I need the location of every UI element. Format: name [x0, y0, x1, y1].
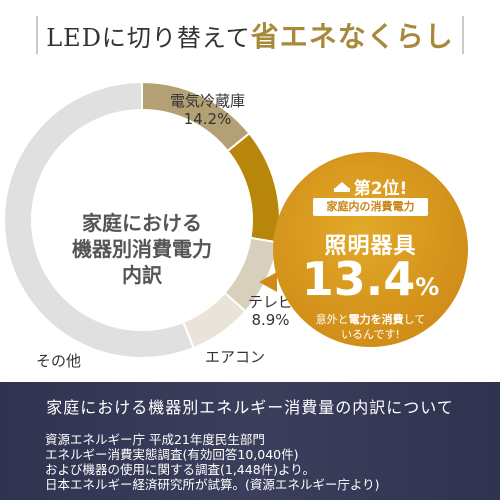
callout-value: 13.4%: [273, 253, 468, 313]
source-line-2: エネルギー消費実態調査(有効回答10,040件): [45, 447, 299, 462]
label-tv-value: 8.9%: [251, 311, 290, 329]
note-em: 電力を消費: [348, 313, 404, 326]
callout-value-number: 13.4: [301, 252, 416, 306]
crown-icon: [333, 182, 350, 192]
pie-chart: 家庭における 機器別消費電力 内訳 電気冷蔵庫 14.2% テレビ 8.9% エ…: [0, 70, 500, 380]
page-title: LEDに切り替えて省エネなくらし: [46, 15, 454, 55]
right-divider: [461, 16, 464, 54]
label-refrigerator-value: 14.2%: [183, 110, 232, 128]
title-emphasis: 省エネなくらし: [250, 20, 454, 53]
label-tv: テレビ 8.9%: [248, 293, 293, 329]
left-divider: [36, 16, 39, 54]
label-refrigerator-name: 電気冷蔵庫: [170, 92, 246, 110]
rank-heading: 第2位!: [273, 174, 468, 199]
source-line-1: 資源エネルギー庁 平成21年度民生部門: [45, 432, 265, 447]
note-pre: 意外と: [315, 313, 349, 326]
source-line-4: 日本エネルギー経済研究所が試算。(資源エネルギー庁より): [45, 477, 380, 492]
callout-note: 意外と電力を消費して いるんです!: [273, 312, 468, 342]
source-notes: 資源エネルギー庁 平成21年度民生部門 エネルギー消費実態調査(有効回答10,0…: [45, 432, 380, 492]
title-plain: LEDに切り替えて: [46, 24, 251, 52]
callout-note-line-1: 意外と電力を消費して: [273, 312, 468, 327]
source-line-3: および機器の使用に関する調査(1,448件)より。: [45, 462, 316, 477]
donut-slice-5: [3, 80, 195, 359]
donut-center-label: 家庭における 機器別消費電力 内訳: [62, 210, 222, 288]
callout-value-unit: %: [415, 273, 440, 301]
callout-note-line-2: いるんです!: [341, 328, 400, 341]
center-label-line-2: 機器別消費電力: [72, 237, 212, 261]
label-other: その他: [36, 352, 81, 370]
rank-callout: 第2位! 家庭内の消費電力 照明器具 13.4% 意外と電力を消費して いるんで…: [259, 152, 468, 347]
center-label-line-3: 内訳: [122, 263, 162, 287]
note-post: して: [403, 313, 426, 326]
footer-title: 家庭における機器別エネルギー消費量の内訳について: [46, 398, 454, 417]
callout-item-name: 照明器具: [324, 234, 417, 259]
label-refrigerator: 電気冷蔵庫 14.2%: [170, 92, 245, 128]
header: LEDに切り替えて省エネなくらし: [0, 0, 500, 70]
label-aircon: エアコン: [205, 348, 265, 366]
label-tv-name: テレビ: [248, 293, 294, 311]
donut-svg: [3, 80, 281, 359]
footer-panel: 家庭における機器別エネルギー消費量の内訳について 資源エネルギー庁 平成21年度…: [0, 382, 500, 500]
rank-text: 第2位!: [353, 179, 408, 199]
center-label-line-1: 家庭における: [82, 211, 202, 235]
rank-subtitle: 家庭内の消費電力: [313, 198, 428, 216]
label-other-name: その他: [36, 352, 82, 370]
label-aircon-name: エアコン: [205, 348, 266, 366]
